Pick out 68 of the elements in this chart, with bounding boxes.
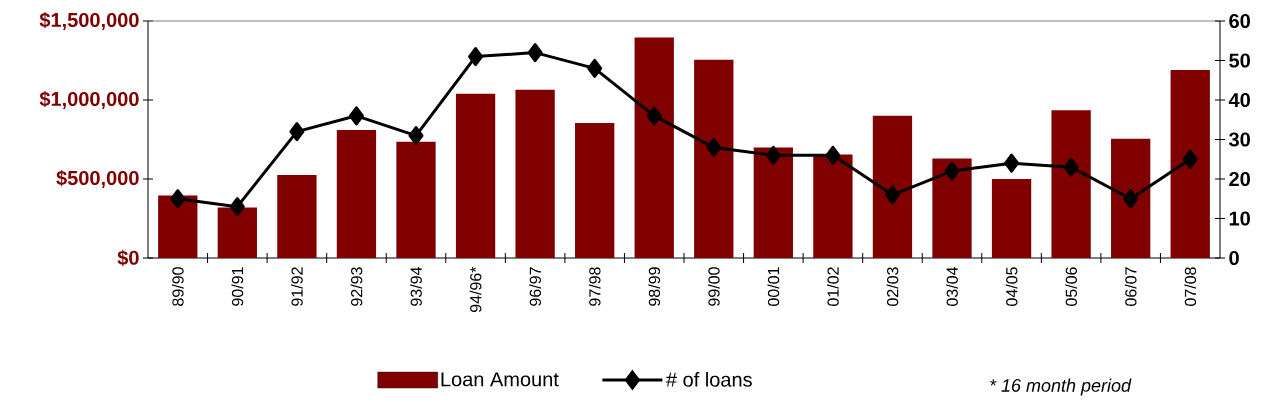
bar xyxy=(455,93,496,258)
bar xyxy=(634,37,674,258)
point xyxy=(1182,149,1198,169)
y2-tick-label: 40 xyxy=(1228,92,1250,108)
x-tick-label: 02/03 xyxy=(886,267,899,306)
bar xyxy=(336,130,377,258)
y2-tick-label: 0 xyxy=(1229,250,1239,266)
x-tick-label: 04/05 xyxy=(1005,267,1018,306)
y2-tick-label: 60 xyxy=(1229,13,1250,29)
x-tick-label: 98/99 xyxy=(648,267,661,306)
x-tick-label: 05/06 xyxy=(1065,267,1077,306)
x-tick-label: 03/04 xyxy=(946,267,958,306)
bar xyxy=(932,158,972,258)
point xyxy=(825,145,841,165)
y-tick-label: $500,000 xyxy=(56,170,139,188)
point xyxy=(706,137,722,157)
y2-tick-label: 50 xyxy=(1229,53,1250,68)
point xyxy=(1004,153,1020,173)
x-tick-label: 97/98 xyxy=(588,267,601,306)
bar xyxy=(694,59,734,258)
x-tick-label: 99/00 xyxy=(707,267,720,306)
point xyxy=(170,189,186,209)
x-tick-label: 06/07 xyxy=(1124,267,1137,306)
point xyxy=(765,145,781,165)
x-tick-label: 94/96* xyxy=(469,266,482,313)
bar xyxy=(396,141,436,258)
x-tick-label: 92/93 xyxy=(350,267,363,306)
y-tick-label: $1,000,000 xyxy=(39,91,139,109)
x-tick-label: 90/91 xyxy=(231,267,244,306)
point xyxy=(884,185,900,205)
legend-label: Loan Amount xyxy=(441,372,559,387)
point xyxy=(468,47,484,67)
y2-tick-label: 10 xyxy=(1229,211,1250,226)
point xyxy=(646,106,662,126)
bar xyxy=(753,147,793,258)
bar xyxy=(872,115,913,258)
y-tick-label: $0 xyxy=(117,249,139,267)
bar xyxy=(515,89,555,258)
point xyxy=(408,126,424,146)
x-tick-label: 00/01 xyxy=(767,267,780,306)
bar xyxy=(158,195,198,258)
x-tick-label: 01/02 xyxy=(827,267,839,306)
x-tick-label: 96/97 xyxy=(529,267,541,306)
y-tick-label: $1,500,000 xyxy=(39,12,139,30)
x-tick-label: 07/08 xyxy=(1184,267,1197,306)
x-tick-label: 89/90 xyxy=(171,267,184,306)
bar xyxy=(1170,69,1210,258)
point xyxy=(1063,157,1079,177)
bar xyxy=(1111,138,1151,258)
y2-tick-label: 20 xyxy=(1229,171,1250,187)
point xyxy=(289,122,305,142)
x-tick-label: 93/94 xyxy=(410,267,422,306)
bar xyxy=(813,154,853,258)
bar xyxy=(575,122,615,258)
point xyxy=(587,58,603,78)
point xyxy=(944,161,960,181)
text: * 16 month period xyxy=(990,378,1132,396)
point xyxy=(229,197,245,217)
point xyxy=(348,106,364,126)
bar xyxy=(1051,110,1091,258)
point xyxy=(527,43,543,63)
bar xyxy=(277,175,317,258)
legend-label: # of loans xyxy=(666,372,752,387)
y2-tick-label: 30 xyxy=(1228,132,1250,147)
bar xyxy=(217,207,257,258)
point xyxy=(1123,189,1139,209)
bar xyxy=(991,179,1032,258)
x-tick-label: 91/92 xyxy=(291,267,303,306)
